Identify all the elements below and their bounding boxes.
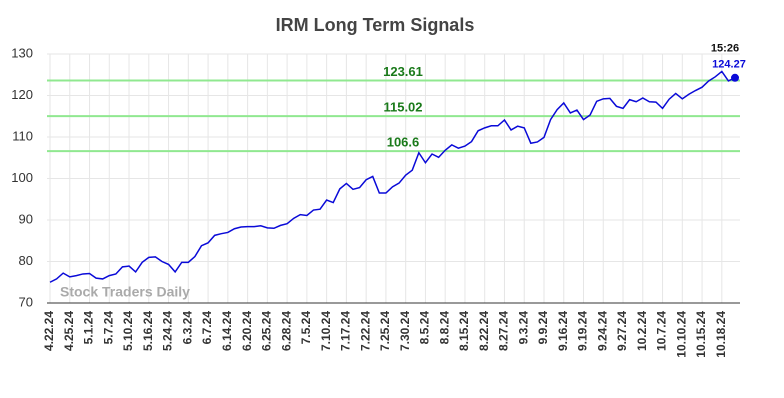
y-tick-label: 110	[12, 128, 33, 143]
signal-label: 115.02	[383, 100, 422, 115]
x-tick-label: 4.22.24	[42, 311, 56, 351]
x-tick-label: 7.25.24	[378, 311, 392, 351]
signal-label: 106.6	[387, 135, 420, 150]
signal-label: 123.61	[383, 64, 423, 79]
x-tick-label: 5.16.24	[141, 311, 155, 351]
x-tick-label: 8.22.24	[477, 311, 491, 351]
x-tick-label: 5.24.24	[161, 311, 175, 351]
x-tick-label: 9.27.24	[615, 311, 629, 351]
x-tick-label: 6.25.24	[260, 311, 274, 351]
x-tick-label: 7.10.24	[319, 311, 333, 351]
x-tick-label: 9.19.24	[576, 311, 590, 351]
x-tick-label: 9.9.24	[536, 311, 550, 345]
x-tick-label: 7.5.24	[299, 311, 313, 345]
x-tick-label: 10.18.24	[714, 311, 728, 358]
x-tick-label: 6.7.24	[200, 311, 214, 345]
y-tick-label: 90	[19, 211, 33, 226]
x-tick-label: 9.24.24	[595, 311, 609, 351]
x-tick-label: 10.7.24	[655, 311, 669, 351]
x-tick-label: 4.25.24	[62, 311, 76, 351]
x-tick-label: 8.8.24	[437, 311, 451, 345]
x-tick-label: 9.16.24	[556, 311, 570, 351]
y-tick-label: 100	[11, 170, 33, 185]
last-value: 124.27	[712, 59, 746, 71]
x-tick-label: 5.10.24	[121, 311, 135, 351]
x-tick-label: 6.14.24	[220, 311, 234, 351]
x-tick-label: 6.3.24	[180, 311, 194, 345]
y-tick-label: 80	[19, 253, 33, 268]
x-tick-label: 8.5.24	[418, 311, 432, 345]
x-tick-label: 6.20.24	[240, 311, 254, 351]
x-tick-label: 10.15.24	[694, 311, 708, 358]
y-tick-label: 70	[19, 294, 33, 309]
x-tick-label: 6.28.24	[279, 311, 293, 351]
last-time: 15:26	[711, 43, 739, 55]
x-tick-label: 10.2.24	[635, 311, 649, 351]
x-tick-label: 5.1.24	[82, 311, 96, 345]
x-tick-label: 10.10.24	[674, 311, 688, 358]
chart-title: IRM Long Term Signals	[276, 15, 475, 35]
last-point	[731, 73, 739, 82]
x-tick-label: 5.7.24	[101, 311, 115, 345]
y-tick-label: 130	[11, 45, 33, 60]
watermark: Stock Traders Daily	[60, 284, 190, 300]
x-tick-label: 7.30.24	[398, 311, 412, 351]
x-tick-label: 7.22.24	[358, 311, 372, 351]
price-line	[49, 70, 736, 283]
x-tick-label: 7.17.24	[339, 311, 353, 351]
x-tick-label: 9.3.24	[516, 311, 530, 345]
x-tick-label: 8.27.24	[497, 311, 511, 351]
x-tick-label: 8.15.24	[457, 311, 471, 351]
y-tick-label: 120	[11, 87, 33, 102]
